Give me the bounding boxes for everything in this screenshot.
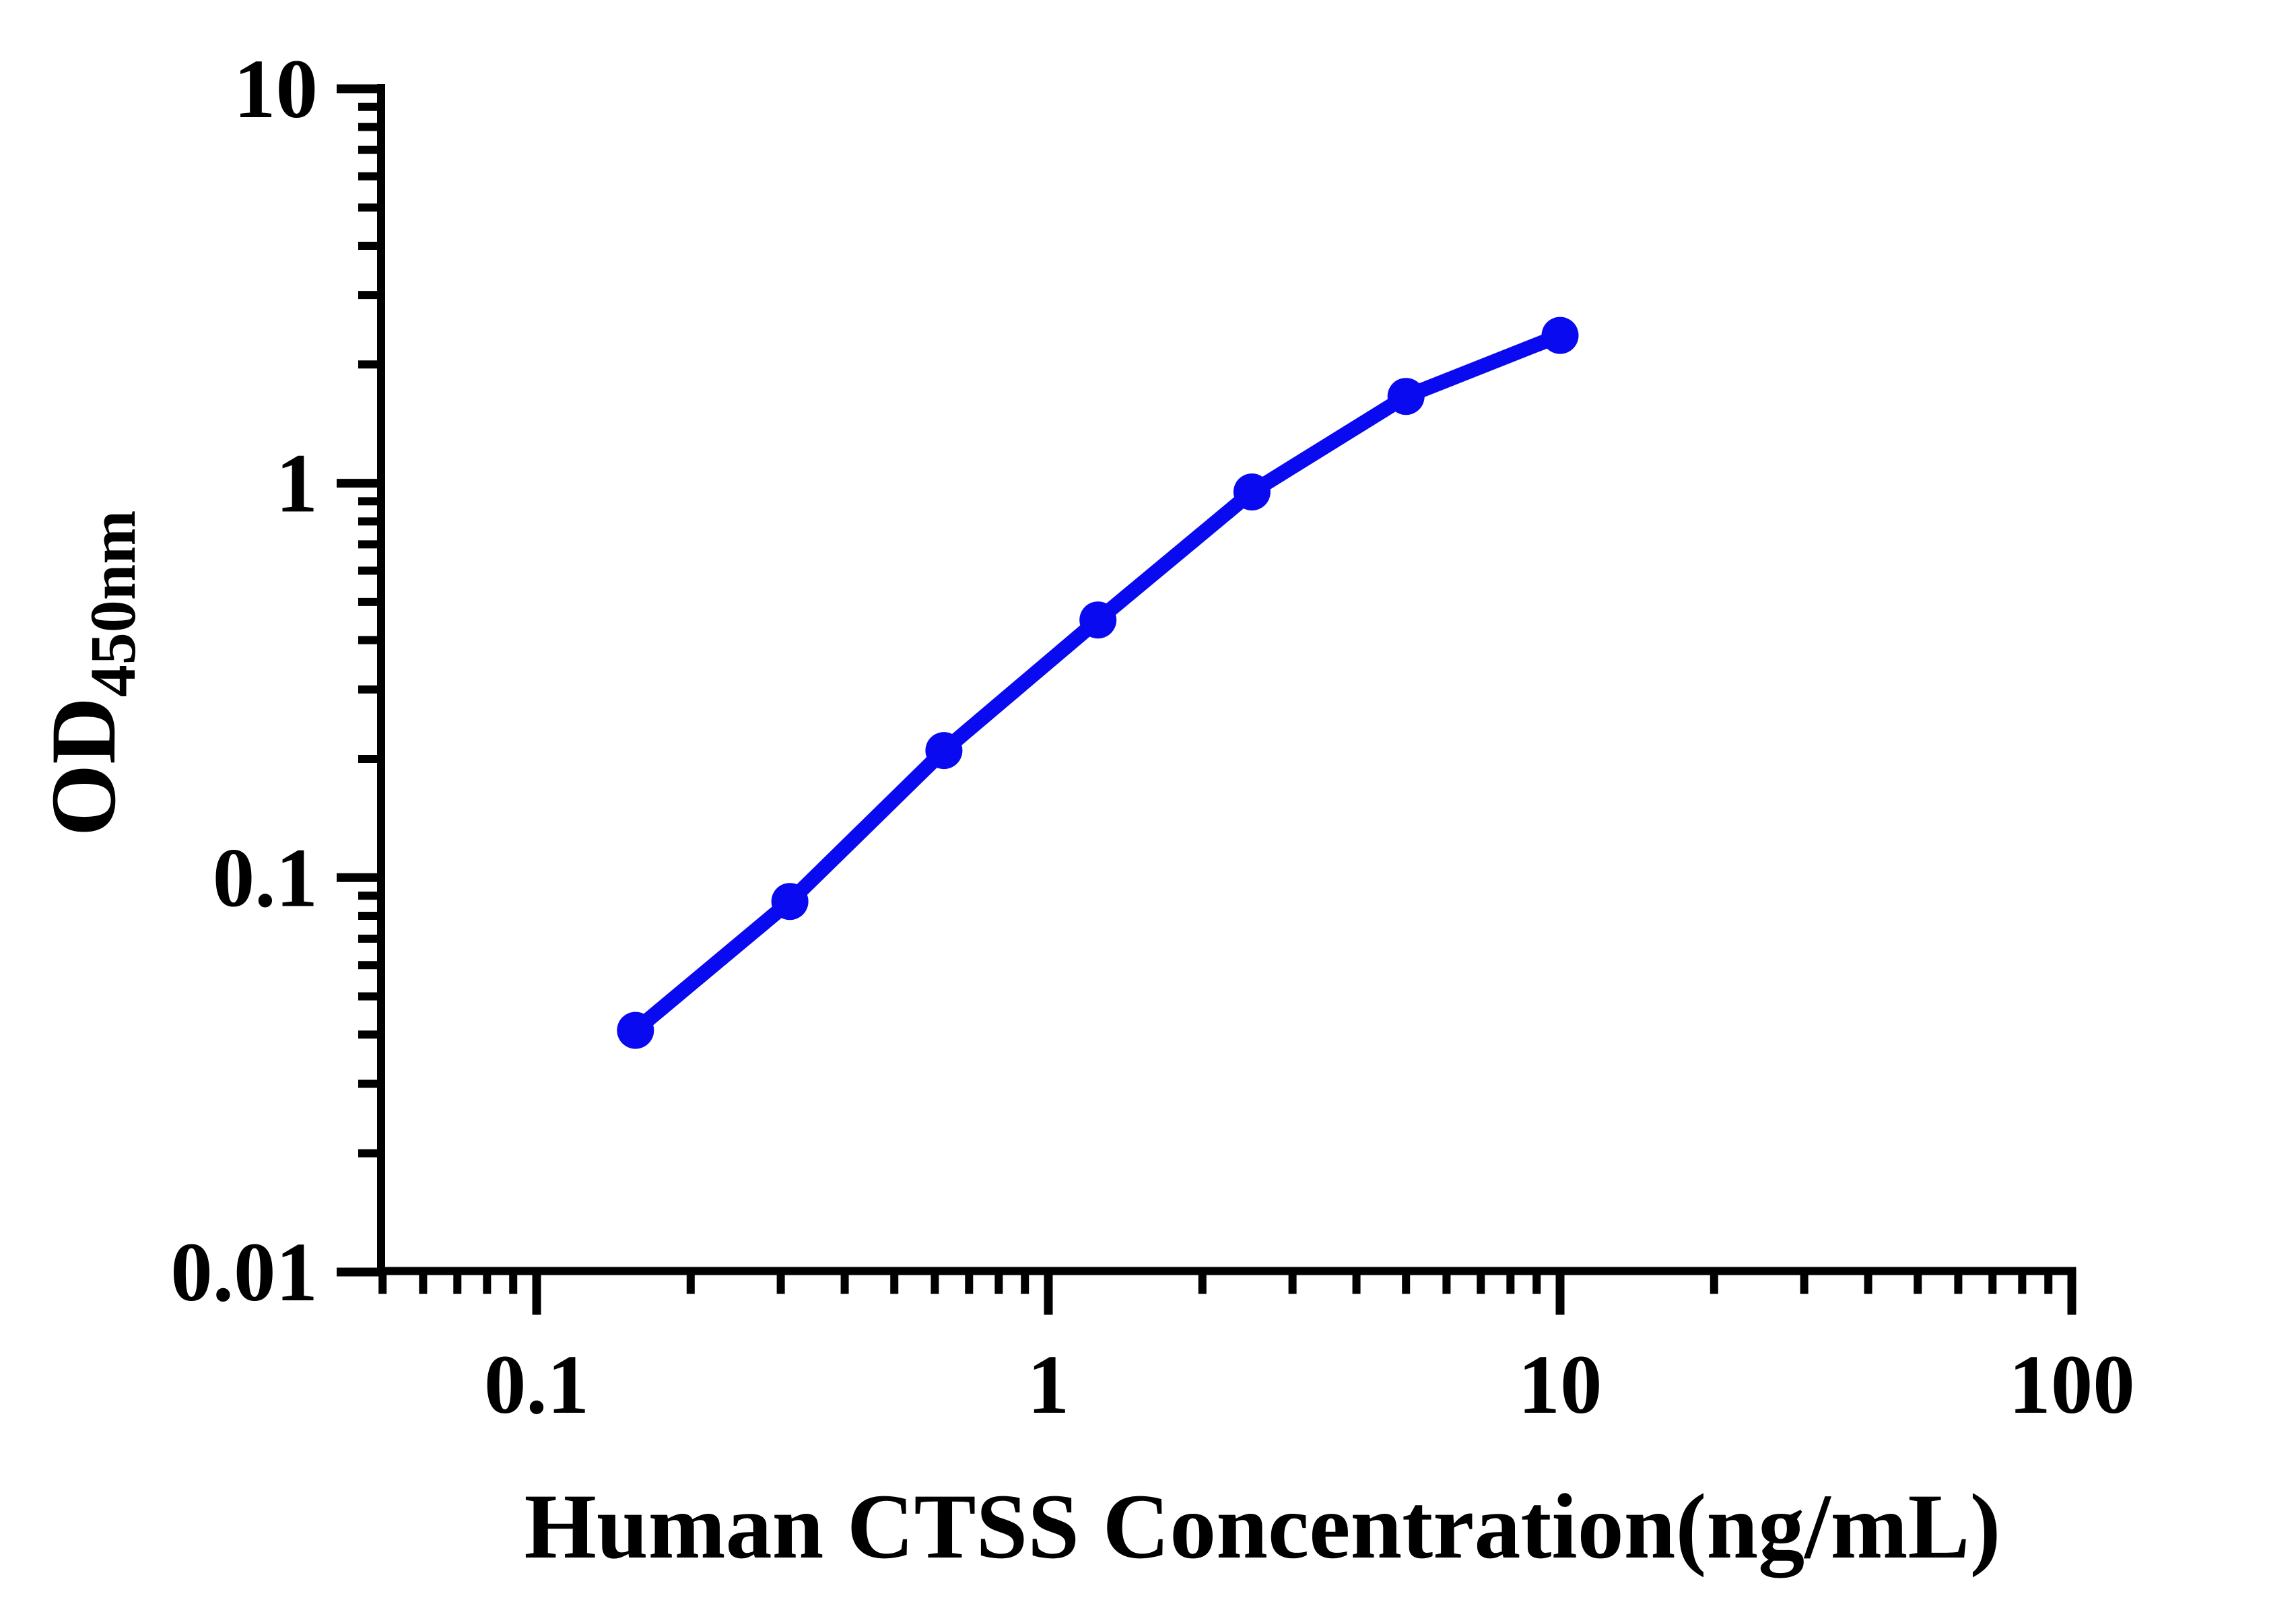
x-tick-label: 100 [2008,1339,2135,1432]
axes [377,84,2076,1275]
y-tick-label: 0.01 [170,1226,318,1319]
y-tick-label: 0.1 [213,832,318,925]
y-tick-label: 1 [276,438,318,531]
data-point-marker [1079,601,1117,639]
y-axis-title: OD450nm [32,510,149,836]
y-axis-title-main: OD [32,697,135,836]
data-point-marker [1541,316,1579,354]
x-tick-label: 1 [1027,1339,1070,1432]
y-tick-label: 10 [234,43,318,136]
data-series [617,316,1579,1049]
data-point-marker [617,1011,654,1049]
series-line [628,328,1567,1038]
x-tick-label: 10 [1518,1339,1602,1432]
y-axis-title-subscript: 450nm [77,510,149,697]
data-point-marker [925,732,963,770]
data-point-marker [771,883,809,921]
data-point-marker [1233,473,1271,511]
data-point-marker [1387,378,1425,415]
tick-labels: 10 1 0.1 0.01 0.1 1 10 100 [170,43,2135,1432]
x-tick-label: 0.1 [484,1339,589,1432]
x-axis-title: Human CTSS Concentration(ng/mL) [525,1475,2001,1578]
tick-marks [337,84,2076,1315]
